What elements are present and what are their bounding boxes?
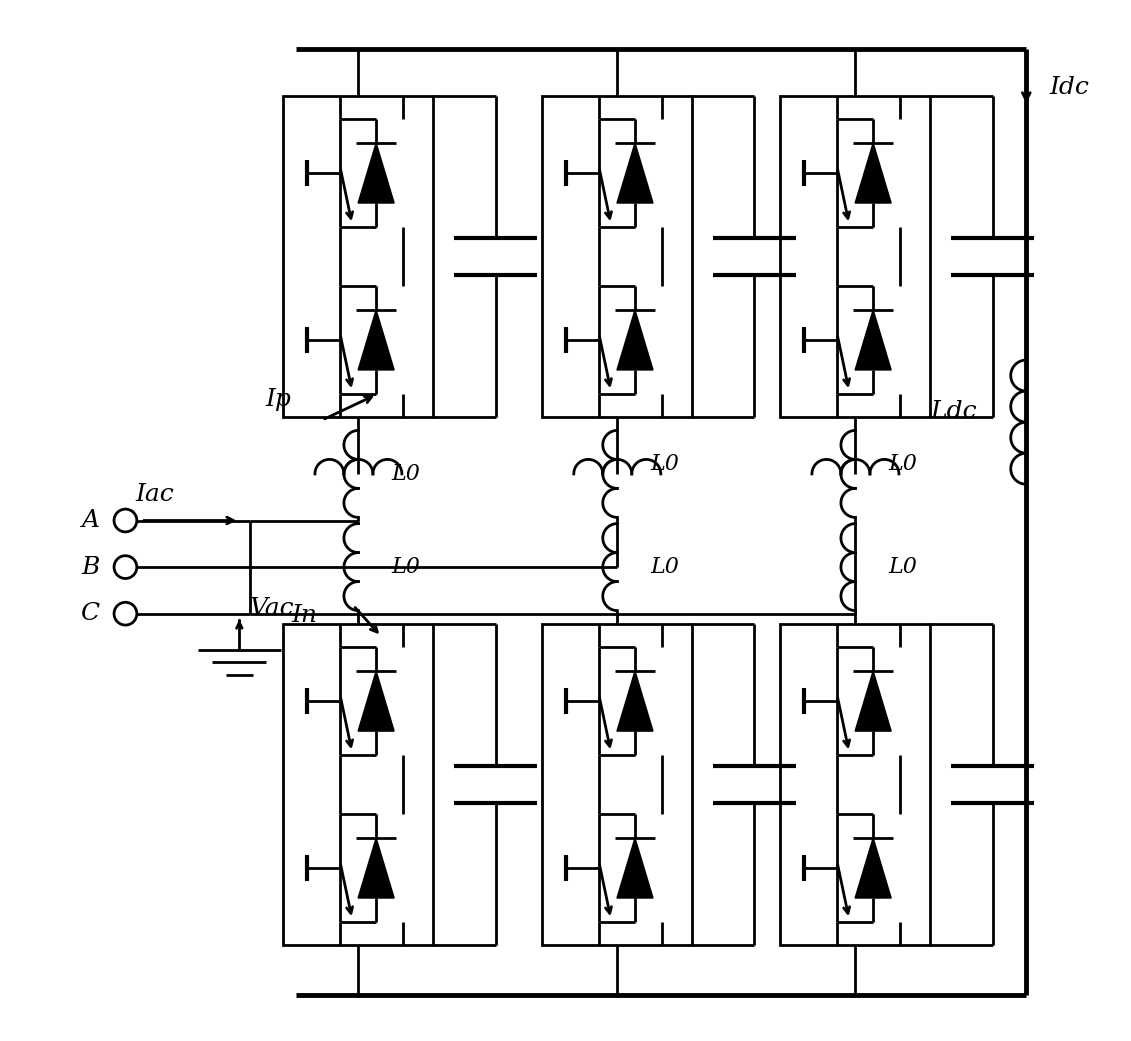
Polygon shape bbox=[618, 838, 653, 898]
Polygon shape bbox=[618, 143, 653, 203]
Text: Ip: Ip bbox=[266, 388, 291, 411]
Text: Idc: Idc bbox=[1050, 76, 1089, 99]
Text: L0: L0 bbox=[391, 556, 421, 578]
Text: A: A bbox=[81, 509, 100, 532]
Text: L0: L0 bbox=[650, 453, 680, 475]
Polygon shape bbox=[855, 838, 891, 898]
Text: B: B bbox=[81, 556, 100, 579]
Bar bbox=[542, 624, 692, 945]
Text: Iac: Iac bbox=[136, 483, 174, 506]
Text: Ldc: Ldc bbox=[930, 401, 976, 424]
Polygon shape bbox=[359, 143, 394, 203]
Text: L0: L0 bbox=[889, 556, 917, 578]
Bar bbox=[542, 96, 692, 417]
Polygon shape bbox=[359, 310, 394, 370]
Polygon shape bbox=[855, 671, 891, 731]
Text: L0: L0 bbox=[650, 556, 680, 578]
Polygon shape bbox=[618, 310, 653, 370]
Polygon shape bbox=[618, 671, 653, 731]
Bar bbox=[284, 96, 433, 417]
Text: In: In bbox=[291, 604, 317, 628]
Text: C: C bbox=[80, 602, 100, 626]
Bar bbox=[780, 96, 931, 417]
Polygon shape bbox=[359, 671, 394, 731]
Bar bbox=[284, 624, 433, 945]
Text: L0: L0 bbox=[391, 463, 421, 485]
Text: L0: L0 bbox=[889, 453, 917, 475]
Polygon shape bbox=[855, 143, 891, 203]
Bar bbox=[780, 624, 931, 945]
Text: Vac: Vac bbox=[250, 596, 294, 620]
Polygon shape bbox=[359, 838, 394, 898]
Polygon shape bbox=[855, 310, 891, 370]
